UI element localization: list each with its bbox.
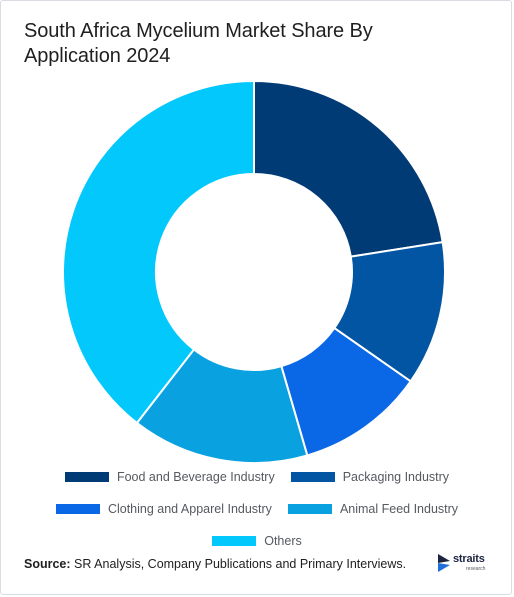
donut-slices — [62, 79, 446, 464]
legend-item-animal-feed-industry: Animal Feed Industry — [287, 502, 459, 516]
legend-swatch — [290, 472, 335, 482]
legend-item-food-and-beverage-industry: Food and Beverage Industry — [64, 470, 275, 484]
slice-food-and-beverage-industry — [253, 79, 444, 258]
logo-sub: research — [466, 566, 486, 572]
legend-label: Others — [264, 534, 302, 548]
logo-mark-icon — [438, 554, 450, 572]
donut-chart — [62, 79, 446, 464]
legend-swatch — [55, 504, 100, 514]
source-label: Source: — [24, 557, 71, 571]
source-note: Source: SR Analysis, Company Publication… — [24, 557, 406, 571]
legend-label: Animal Feed Industry — [339, 502, 459, 516]
chart-title: South Africa Mycelium Market Share By Ap… — [24, 20, 373, 67]
legend-item-others: Others — [212, 534, 302, 548]
slice-others — [62, 79, 255, 425]
legend-swatch — [212, 536, 257, 546]
legend-swatch — [287, 504, 332, 514]
legend-swatch — [64, 472, 109, 482]
straits-logo: straits research — [436, 552, 496, 578]
chart-legend: Food and Beverage Industry Packaging Indu… — [0, 470, 514, 548]
legend-label: Food and Beverage Industry — [116, 470, 275, 484]
legend-item-clothing-and-apparel-industry: Clothing and Apparel Industry — [55, 502, 272, 516]
legend-label: Clothing and Apparel Industry — [107, 502, 272, 516]
logo-name: straits — [453, 553, 485, 565]
legend-label: Packaging Industry — [342, 470, 450, 484]
legend-item-packaging-industry: Packaging Industry — [290, 470, 450, 484]
source-text: SR Analysis, Company Publications and Pr… — [74, 557, 407, 571]
